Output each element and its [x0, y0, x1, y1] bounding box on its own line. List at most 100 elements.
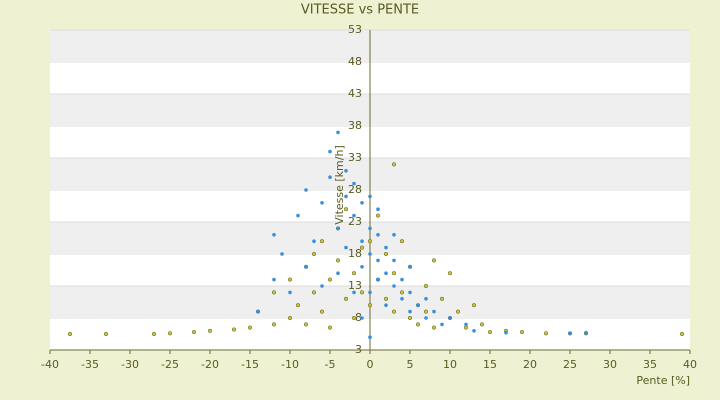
point [471, 303, 477, 308]
point [368, 335, 372, 340]
y-tick-label: 28 [348, 183, 362, 196]
point [584, 330, 588, 335]
point [375, 213, 381, 218]
point [303, 322, 309, 327]
point [191, 330, 197, 335]
point [336, 271, 340, 276]
point [343, 296, 349, 301]
point [447, 271, 453, 276]
point [408, 290, 412, 295]
y-tick-label: 23 [348, 215, 362, 228]
point [367, 303, 373, 308]
y-tick-label: 38 [348, 119, 362, 132]
point [327, 277, 333, 282]
point [391, 309, 397, 314]
point [360, 316, 364, 320]
point [256, 309, 260, 314]
point [287, 277, 293, 282]
point [103, 331, 109, 337]
point [392, 284, 396, 288]
point [543, 331, 549, 336]
x-tick-label: 0 [367, 358, 374, 371]
point [391, 162, 397, 167]
point [519, 330, 525, 335]
x-tick-label: -40 [41, 358, 59, 371]
point [320, 201, 324, 205]
point [376, 277, 380, 282]
point [416, 303, 420, 308]
x-tick-label: -35 [81, 358, 99, 371]
point [327, 325, 333, 330]
point [367, 239, 373, 244]
x-tick-label: -20 [201, 358, 219, 371]
x-tick-label: 15 [483, 358, 497, 371]
x-tick-label: 40 [683, 358, 697, 371]
point [231, 327, 237, 332]
point [431, 325, 437, 330]
point [472, 329, 476, 333]
y-tick-label: 33 [348, 151, 362, 164]
x-axis-label: Pente [%] [636, 374, 690, 387]
x-tick-label: -30 [121, 358, 139, 371]
point [67, 331, 73, 337]
point [311, 251, 317, 257]
y-tick-label: 43 [348, 87, 362, 100]
point [304, 188, 308, 192]
point [296, 213, 300, 218]
point [272, 277, 276, 282]
point [359, 290, 365, 295]
point [304, 265, 308, 269]
point [424, 316, 428, 320]
point [568, 331, 572, 336]
point [311, 290, 317, 295]
point [383, 251, 389, 257]
point [455, 309, 461, 314]
x-tick-label: 25 [563, 358, 577, 371]
point [368, 194, 372, 199]
point [287, 315, 293, 321]
point [352, 213, 356, 218]
point [679, 331, 685, 337]
point [343, 207, 349, 212]
point [432, 309, 436, 314]
point [487, 330, 493, 335]
point [399, 290, 405, 295]
point [463, 325, 469, 330]
point [344, 169, 348, 173]
point [352, 290, 356, 295]
point [399, 239, 405, 244]
point [151, 331, 157, 337]
x-tick-label: 35 [643, 358, 657, 371]
point [351, 271, 357, 276]
point [391, 271, 397, 276]
point [271, 290, 277, 295]
point [408, 309, 412, 314]
point [415, 322, 421, 327]
point [295, 303, 301, 308]
point [359, 245, 365, 250]
point [352, 181, 356, 186]
point [423, 309, 429, 314]
point [328, 175, 332, 179]
point [360, 265, 364, 269]
point [376, 233, 380, 237]
point [464, 322, 468, 327]
point [328, 149, 332, 154]
point [384, 271, 388, 276]
point [439, 296, 445, 301]
point [392, 233, 396, 237]
point [320, 284, 324, 288]
point [384, 245, 388, 250]
point [504, 330, 508, 335]
point [368, 290, 372, 295]
point [424, 297, 428, 301]
x-tick-label: -15 [241, 358, 259, 371]
y-tick-label: 48 [348, 55, 362, 68]
y-tick-label: 8 [355, 311, 362, 324]
chart-title: VITESSE vs PENTE [301, 3, 419, 18]
point [360, 201, 364, 205]
point [167, 331, 173, 336]
point [247, 325, 253, 330]
x-tick-label: -25 [161, 358, 179, 371]
